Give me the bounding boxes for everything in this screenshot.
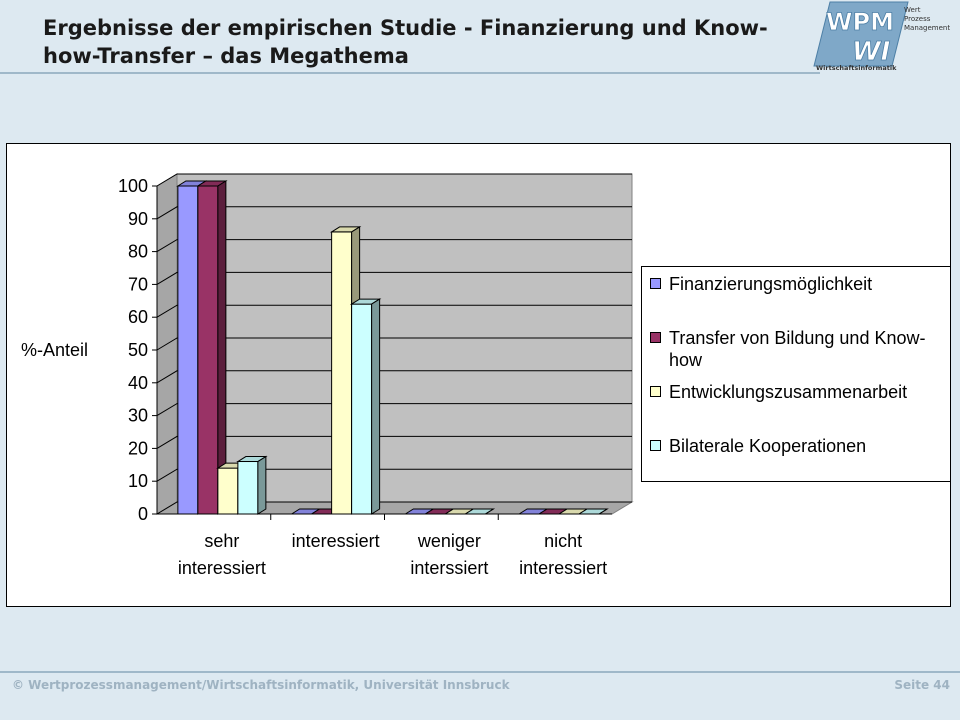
wpm-wi-logo: WPM WI Wert Prozess Management Wirtschaf…	[813, 1, 950, 72]
logo-subtitle: Wirtschaftsinformatik	[816, 64, 897, 72]
logo-parallelogram	[813, 1, 909, 67]
y-tick-label: 30	[128, 406, 148, 426]
legend-label: Finanzierungsmöglichkeit	[669, 274, 873, 294]
bar-side	[257, 455, 267, 515]
gridline	[156, 501, 632, 515]
x-category-label: interssiert	[410, 558, 488, 578]
logo-line-3: Management	[904, 24, 950, 32]
logo-wi-text: WI	[852, 37, 891, 67]
gridline	[156, 304, 632, 318]
title-divider	[0, 72, 820, 74]
logo-line-1: Wert	[904, 6, 921, 14]
x-category-label: weniger	[417, 531, 481, 551]
bar-side	[598, 508, 608, 515]
bar	[217, 467, 239, 515]
y-tick-label: 70	[128, 274, 148, 294]
gridline	[156, 206, 632, 220]
chart-legend: Finanzierungsmöglichkeit Transfer von Bi…	[641, 266, 951, 482]
x-category-label: interessiert	[519, 558, 607, 578]
y-tick-label: 60	[128, 307, 148, 327]
gridline	[156, 173, 632, 187]
y-tick-label: 50	[128, 340, 148, 360]
bar-side	[371, 298, 381, 515]
gridline	[156, 370, 632, 384]
gridline	[156, 337, 632, 351]
bar	[197, 185, 219, 515]
gridline	[156, 271, 632, 285]
bar	[237, 461, 259, 515]
y-tick-label: 90	[128, 209, 148, 229]
gridline	[156, 239, 632, 253]
x-category-label: nicht	[544, 531, 582, 551]
y-tick-label: 100	[118, 176, 148, 196]
legend-swatch	[650, 278, 661, 289]
x-category-label: interessiert	[178, 558, 266, 578]
y-tick-label: 20	[128, 438, 148, 458]
y-tick-label: 40	[128, 373, 148, 393]
bar	[177, 185, 199, 515]
legend-swatch	[650, 332, 661, 343]
x-category-label: sehr	[204, 531, 239, 551]
legend-label: Transfer von Bildung und Know-how	[669, 328, 926, 370]
bar-side	[485, 508, 494, 515]
slide-title: Ergebnisse der empirischen Studie - Fina…	[43, 16, 768, 68]
y-tick-label: 10	[128, 471, 148, 491]
legend-label: Bilaterale Kooperationen	[669, 436, 867, 456]
x-category-label: interessiert	[292, 531, 380, 551]
logo-wpm-text: WPM	[826, 8, 894, 36]
y-tick-label: 80	[128, 242, 148, 262]
chart-container: 0 10 20 30 40 50 60 70 80 90 100 sehr interessiert in…	[6, 143, 951, 607]
bar	[331, 231, 353, 515]
footer-page-number: Seite 44	[894, 678, 950, 692]
legend-swatch	[650, 386, 661, 397]
logo-line-2: Prozess	[904, 15, 931, 23]
y-tick-label: 0	[138, 504, 148, 524]
legend-swatch	[650, 440, 661, 451]
y-axis-label: %-Anteil	[21, 340, 89, 360]
bar	[351, 303, 373, 515]
bar-chart: 0 10 20 30 40 50 60 70 80 90 100 sehr interessiert in…	[118, 173, 634, 578]
footer-copyright: © Wertprozessmanagement/Wirtschaftsinfor…	[12, 678, 510, 692]
gridline	[156, 403, 632, 417]
footer-divider	[0, 671, 960, 673]
legend-label: Entwicklungszusammenarbeit	[669, 382, 908, 402]
gridline	[156, 435, 632, 449]
gridline	[156, 468, 632, 482]
